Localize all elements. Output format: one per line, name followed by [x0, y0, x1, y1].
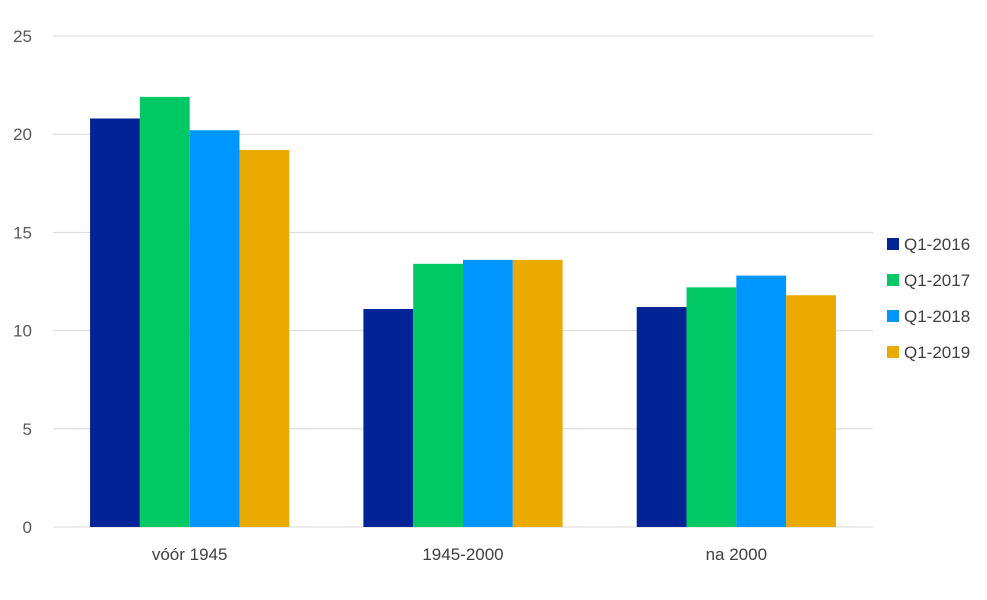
bar — [786, 295, 836, 527]
y-axis-ticks: 0 5 10 15 20 25 — [13, 27, 32, 537]
bar — [512, 259, 563, 527]
bar — [139, 96, 190, 527]
legend-swatch — [887, 238, 899, 250]
x-axis-categories: vóór 1945 1945-2000 na 2000 — [152, 545, 767, 564]
bar — [413, 263, 463, 527]
legend-label: Q1-2019 — [904, 343, 970, 362]
x-category-label: vóór 1945 — [152, 545, 228, 564]
bar — [363, 308, 414, 527]
bar-series — [90, 96, 836, 528]
bar — [90, 118, 140, 527]
x-category-label: na 2000 — [706, 545, 767, 564]
legend-label: Q1-2018 — [904, 307, 970, 326]
bar — [189, 130, 240, 527]
bar — [736, 275, 787, 527]
y-tick-label: 15 — [13, 223, 32, 242]
y-tick-label: 0 — [23, 518, 32, 537]
legend: Q1-2016 Q1-2017 Q1-2018 Q1-2019 — [887, 235, 970, 362]
bar — [686, 287, 737, 527]
y-tick-label: 25 — [13, 27, 32, 46]
x-category-label: 1945-2000 — [422, 545, 503, 564]
bar — [636, 307, 687, 527]
legend-label: Q1-2016 — [904, 235, 970, 254]
y-tick-label: 20 — [13, 125, 32, 144]
y-tick-label: 10 — [13, 322, 32, 341]
legend-swatch — [887, 346, 899, 358]
bar — [463, 259, 513, 527]
y-tick-label: 5 — [23, 420, 32, 439]
legend-label: Q1-2017 — [904, 271, 970, 290]
legend-swatch — [887, 310, 899, 322]
bar — [239, 149, 290, 528]
legend-swatch — [887, 274, 899, 286]
